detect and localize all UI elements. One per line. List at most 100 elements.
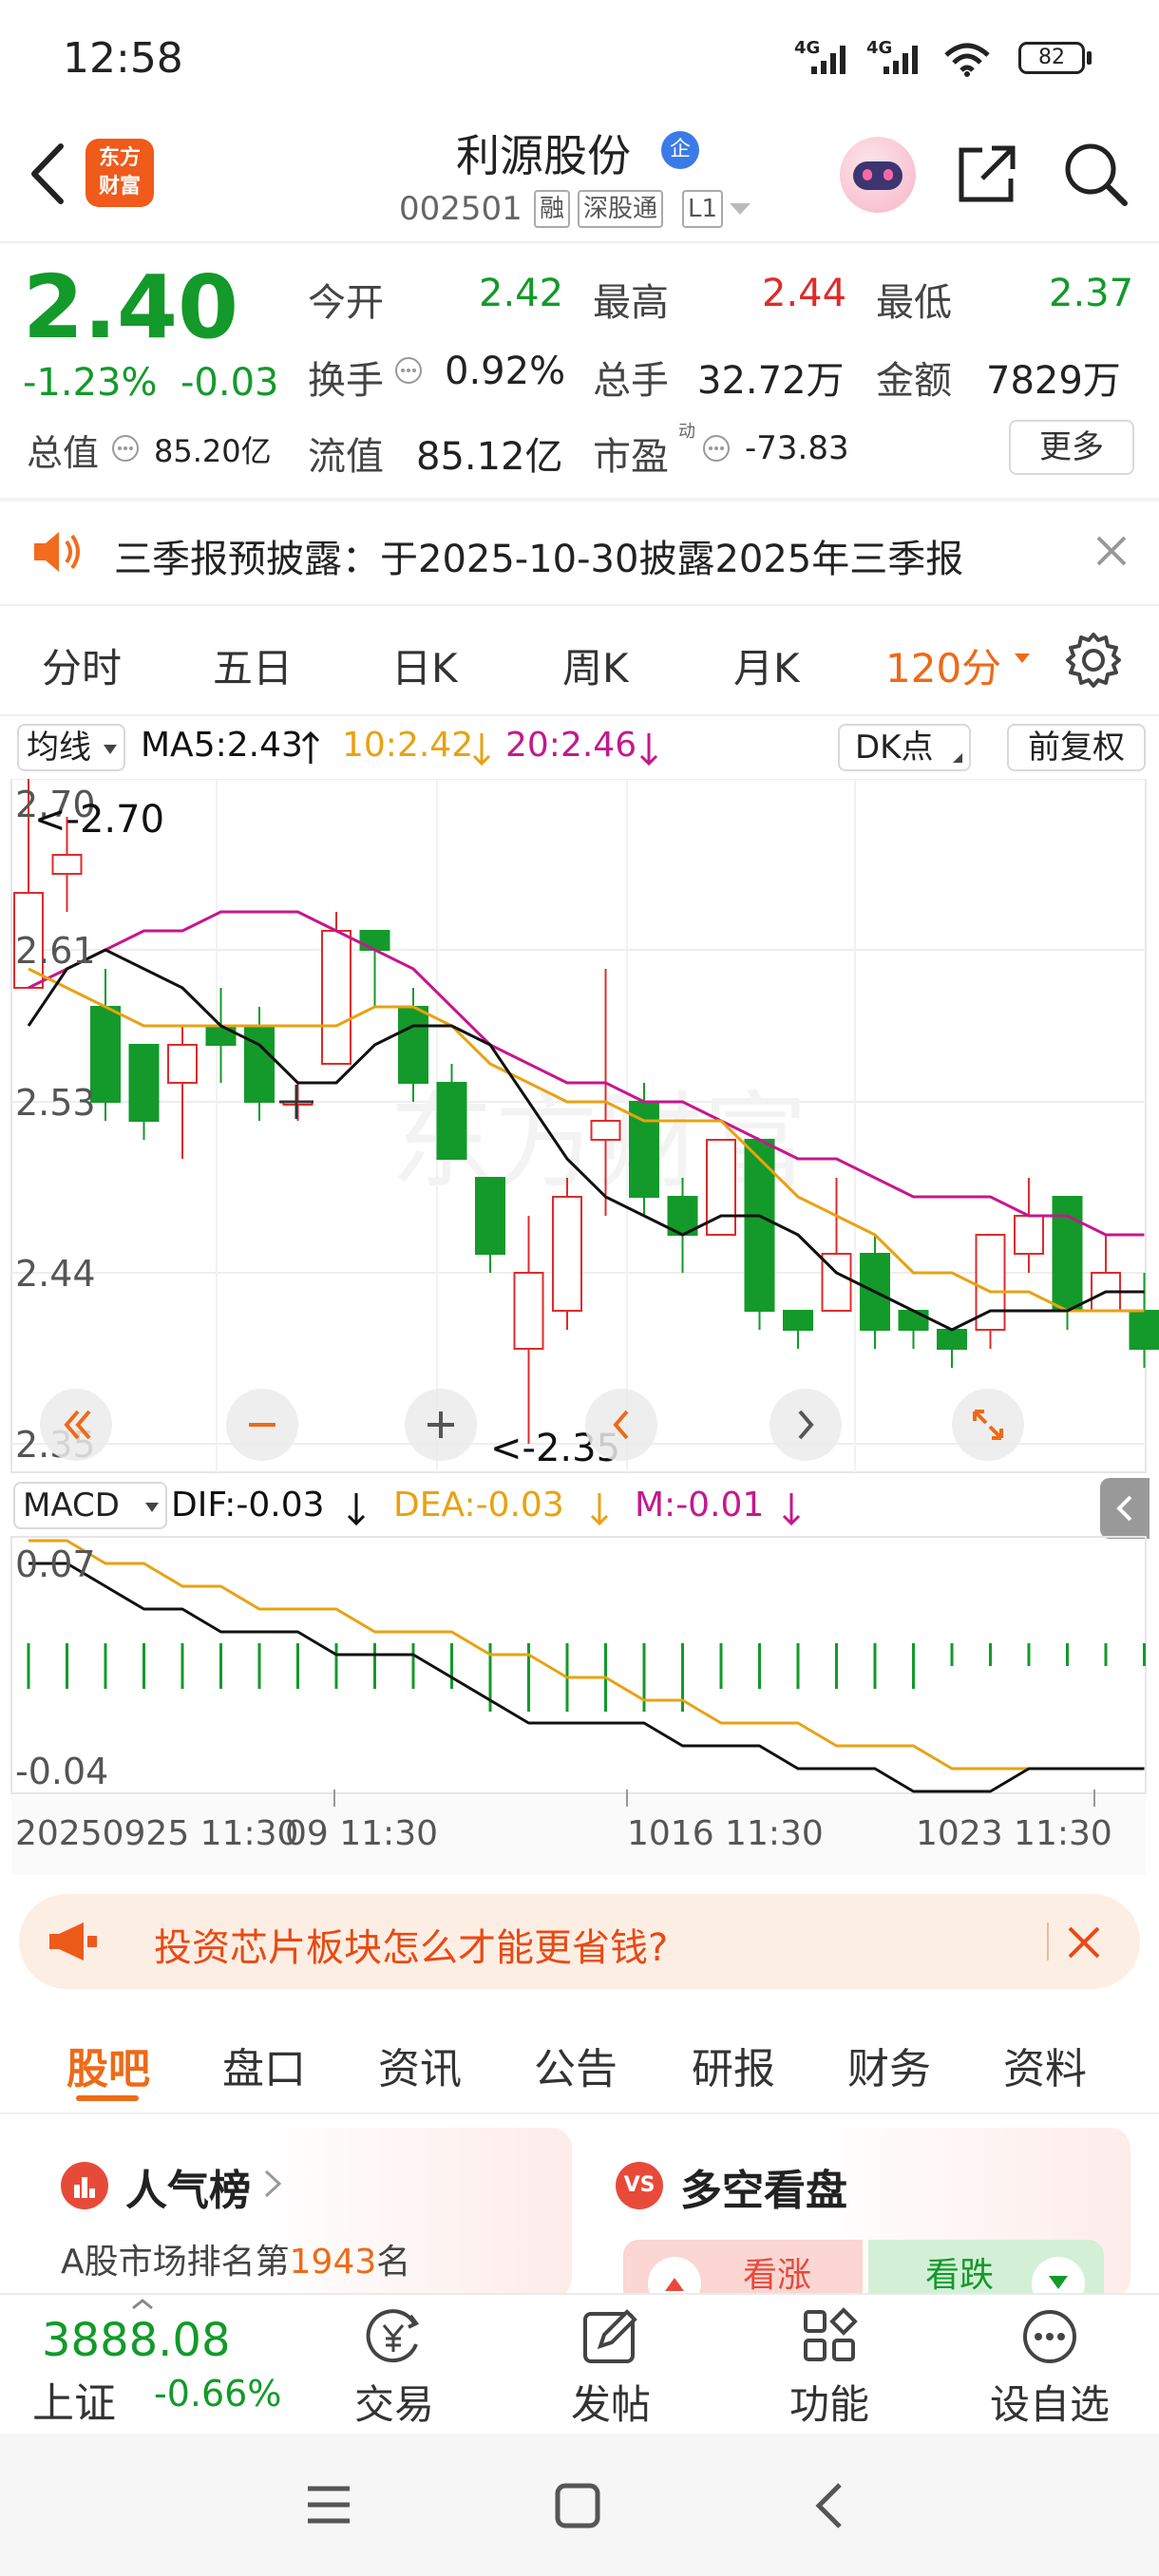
macd-lines [28, 1539, 1145, 1793]
robot-eye-left [863, 169, 872, 180]
tab-five-day[interactable]: 五日 [213, 645, 294, 691]
tab-daily-k[interactable]: 日K [391, 645, 458, 691]
candle-body [167, 1044, 198, 1084]
app-logo[interactable]: 东方 财富 [86, 139, 154, 207]
index-value[interactable]: 3888.08 [42, 2314, 231, 2367]
network-4g-label: 4G [794, 38, 821, 58]
zoom-in-button[interactable] [405, 1389, 477, 1461]
dk-caret-icon [953, 753, 962, 763]
scroll-left-button[interactable] [585, 1389, 657, 1461]
down-triangle-icon [1049, 2276, 1068, 2289]
float-cap-value: 85.12亿 [416, 435, 563, 479]
candle-body [1014, 1215, 1044, 1255]
vs-icon: VS [616, 2162, 663, 2209]
fullscreen-button[interactable] [952, 1389, 1024, 1461]
open-label: 今开 [308, 281, 384, 325]
macd-selector[interactable]: MACD [13, 1482, 167, 1529]
notice-text[interactable]: 三季报预披露：于2025-10-30披露2025年三季报 [114, 538, 964, 581]
tab-120min[interactable]: 120分 [885, 645, 1002, 691]
expand-icon [973, 1410, 1003, 1440]
tab-weekly-k[interactable]: 周K [562, 645, 629, 691]
share-icon[interactable] [954, 141, 1020, 207]
signal-icon-2 [884, 46, 918, 74]
home-square-icon[interactable] [553, 2481, 602, 2530]
vs-up-button[interactable]: 看涨 [623, 2240, 863, 2299]
tab-profile[interactable]: 资料 [1003, 2045, 1087, 2093]
adjust-button[interactable]: 前复权 [1007, 724, 1146, 771]
kline-y-tick-label: 2.70 [15, 784, 96, 825]
ad-close-icon[interactable] [1066, 1924, 1102, 1960]
vs-card[interactable]: VS 多空看盘 看涨 看跌 [593, 2128, 1130, 2299]
back-arrow-icon[interactable] [23, 141, 70, 207]
collapse-panel-button[interactable] [1100, 1478, 1150, 1539]
tag-level[interactable]: L1 [682, 190, 724, 228]
turnover-info-icon[interactable] [393, 355, 424, 386]
pe-value: -73.83 [745, 429, 849, 467]
trade-yuan-icon [366, 2309, 420, 2363]
candle-body [860, 1253, 890, 1331]
dk-point-label: DK点 [855, 729, 934, 767]
chevron-left-small-icon [1116, 1495, 1132, 1522]
nav-post[interactable]: 发帖 [549, 2301, 673, 2430]
up-caret-icon[interactable] [131, 2299, 154, 2310]
tab-finance[interactable]: 财务 [847, 2045, 931, 2093]
scroll-left-fast-button[interactable] [40, 1389, 112, 1461]
zoom-out-button[interactable] [226, 1389, 298, 1461]
tab-monthly-k[interactable]: 月K [733, 645, 800, 691]
x-axis-tick-label: 1023 11:30 [916, 1814, 1112, 1853]
tab-research[interactable]: 研报 [692, 2045, 775, 2093]
volume-value: 32.72万 [697, 359, 845, 403]
enterprise-badge-label: 企 [669, 138, 691, 161]
robot-face [853, 161, 902, 190]
ma5-up-arrow-icon [301, 730, 320, 764]
level-dropdown-icon[interactable] [728, 199, 752, 218]
logo-line-1: 东方 [98, 146, 141, 170]
scroll-right-button[interactable] [770, 1389, 842, 1461]
kline-y-axis: 2.702.612.532.442.35 [15, 784, 96, 1466]
bottom-bar: 3888.08 上证 -0.66% 交易 发帖 功能 设自选 [0, 2293, 1159, 2434]
kline-chart[interactable]: 东方财富 2.702.612.532.442.35 <-2.70 <-2.35 [0, 779, 1159, 1474]
logo-line-2: 财富 [98, 175, 141, 199]
pe-info-icon[interactable] [701, 433, 732, 464]
tab-dropdown-icon[interactable] [1013, 650, 1032, 669]
tab-intraday[interactable]: 分时 [42, 645, 123, 691]
change-percent: -1.23% [23, 361, 158, 405]
search-icon[interactable] [1062, 141, 1130, 209]
dk-point-button[interactable]: DK点 [838, 724, 971, 771]
vs-down-button[interactable]: 看跌 [868, 2240, 1104, 2299]
notice-close-icon[interactable] [1094, 534, 1129, 568]
tab-announcements[interactable]: 公告 [534, 2045, 618, 2093]
ma-selector[interactable]: 均线 [17, 724, 125, 771]
robot-assistant-icon[interactable] [840, 137, 916, 213]
tab-guba[interactable]: 股吧 [66, 2045, 150, 2093]
candle-body [359, 930, 390, 951]
plus-icon [428, 1411, 454, 1438]
settings-gear-icon[interactable] [1064, 631, 1123, 690]
nav-functions[interactable]: 功能 [768, 2301, 891, 2430]
candle-body [51, 854, 83, 875]
max-price-annotation: <-2.70 [34, 798, 164, 842]
info-dots-icon[interactable] [110, 433, 141, 464]
more-button[interactable]: 更多 [1009, 420, 1134, 475]
x-axis-tick-label: 20250925 11:30 [15, 1814, 298, 1853]
nav-trade[interactable]: 交易 [332, 2301, 456, 2430]
kline-candles [13, 779, 1159, 1444]
popularity-chevron-icon [264, 2169, 282, 2198]
more-button-label: 更多 [1039, 428, 1104, 466]
dif-value: DIF:-0.03 [171, 1486, 325, 1525]
system-back-icon[interactable] [809, 2479, 847, 2532]
ad-banner-text: 投资芯片板块怎么才能更省钱? [154, 1926, 669, 1970]
kline-y-tick-label: 2.44 [15, 1253, 96, 1295]
nav-watchlist[interactable]: 设自选 [969, 2301, 1130, 2430]
popularity-card[interactable]: 人气榜 A股市场排名第1943名 [38, 2128, 572, 2299]
tab-news[interactable]: 资讯 [378, 2045, 462, 2093]
macd-y-axis: 0.07 -0.04 [15, 1544, 108, 1792]
ma10-down-arrow-icon [472, 733, 491, 767]
ad-banner[interactable]: 投资芯片板块怎么才能更省钱? [19, 1894, 1140, 1989]
menu-icon[interactable] [302, 2481, 355, 2529]
market-cap-value: 85.20亿 [154, 433, 272, 469]
tab-pankou[interactable]: 盘口 [222, 2045, 306, 2093]
popularity-suffix: 名 [376, 2243, 411, 2282]
candle-body [937, 1329, 967, 1350]
